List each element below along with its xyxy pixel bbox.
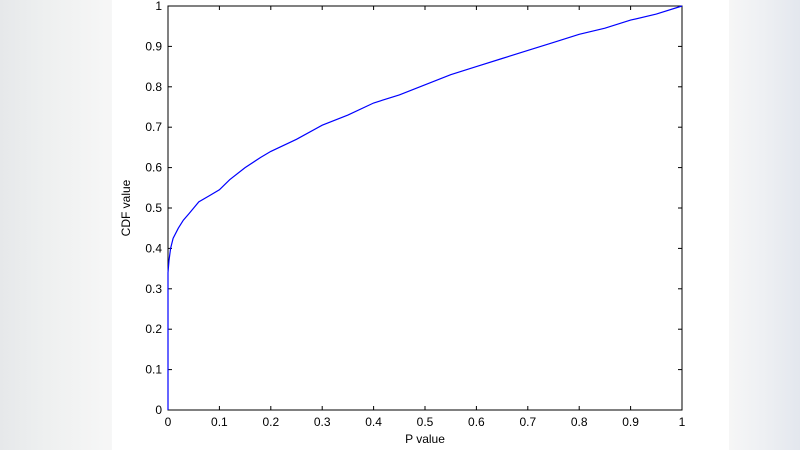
x-tick-label: 0 [165, 415, 172, 429]
plot-area [167, 5, 683, 411]
x-tick-label: 0.1 [211, 415, 228, 429]
x-tick-label: 0.4 [365, 415, 382, 429]
cdf-series-line [167, 5, 683, 410]
y-axis-label: CDF value [119, 179, 133, 236]
y-tick-label: 0.4 [145, 241, 162, 255]
cdf-line-chart: 0 0.1 0.2 0.3 0.4 0.5 0.6 0.7 0.8 0.9 1 0 0.1 0.2 0.3… [119, 0, 686, 446]
y-tick-label: 0.1 [145, 363, 162, 377]
y-tick-label: 0.6 [145, 161, 162, 175]
x-axis-ticks: 0 0.1 0.2 0.3 0.4 0.5 0.6 0.7 0.8 0.9 1 [165, 6, 686, 429]
y-tick-label: 0.2 [145, 322, 162, 336]
x-tick-label: 0.5 [417, 415, 434, 429]
y-tick-label: 1 [155, 0, 162, 13]
x-axis-label: P value [405, 432, 445, 446]
figure-panel: 0 0.1 0.2 0.3 0.4 0.5 0.6 0.7 0.8 0.9 1 0 0.1 0.2 0.3… [112, 0, 729, 450]
y-tick-label: 0 [155, 403, 162, 417]
x-tick-label: 0.8 [571, 415, 588, 429]
x-tick-label: 1 [679, 415, 686, 429]
y-tick-label: 0.9 [145, 39, 162, 53]
series-group [167, 5, 683, 410]
x-tick-label: 0.3 [314, 415, 331, 429]
y-tick-label: 0.8 [145, 80, 162, 94]
x-tick-label: 0.6 [468, 415, 485, 429]
y-tick-label: 0.5 [145, 201, 162, 215]
y-tick-label: 0.7 [145, 120, 162, 134]
x-tick-label: 0.9 [622, 415, 639, 429]
y-axis-ticks: 0 0.1 0.2 0.3 0.4 0.5 0.6 0.7 0.8 0.9 1 [145, 0, 682, 417]
background-left [0, 0, 115, 450]
x-tick-label: 0.2 [262, 415, 279, 429]
x-tick-label: 0.7 [519, 415, 536, 429]
y-tick-label: 0.3 [145, 282, 162, 296]
background-right [725, 0, 800, 450]
